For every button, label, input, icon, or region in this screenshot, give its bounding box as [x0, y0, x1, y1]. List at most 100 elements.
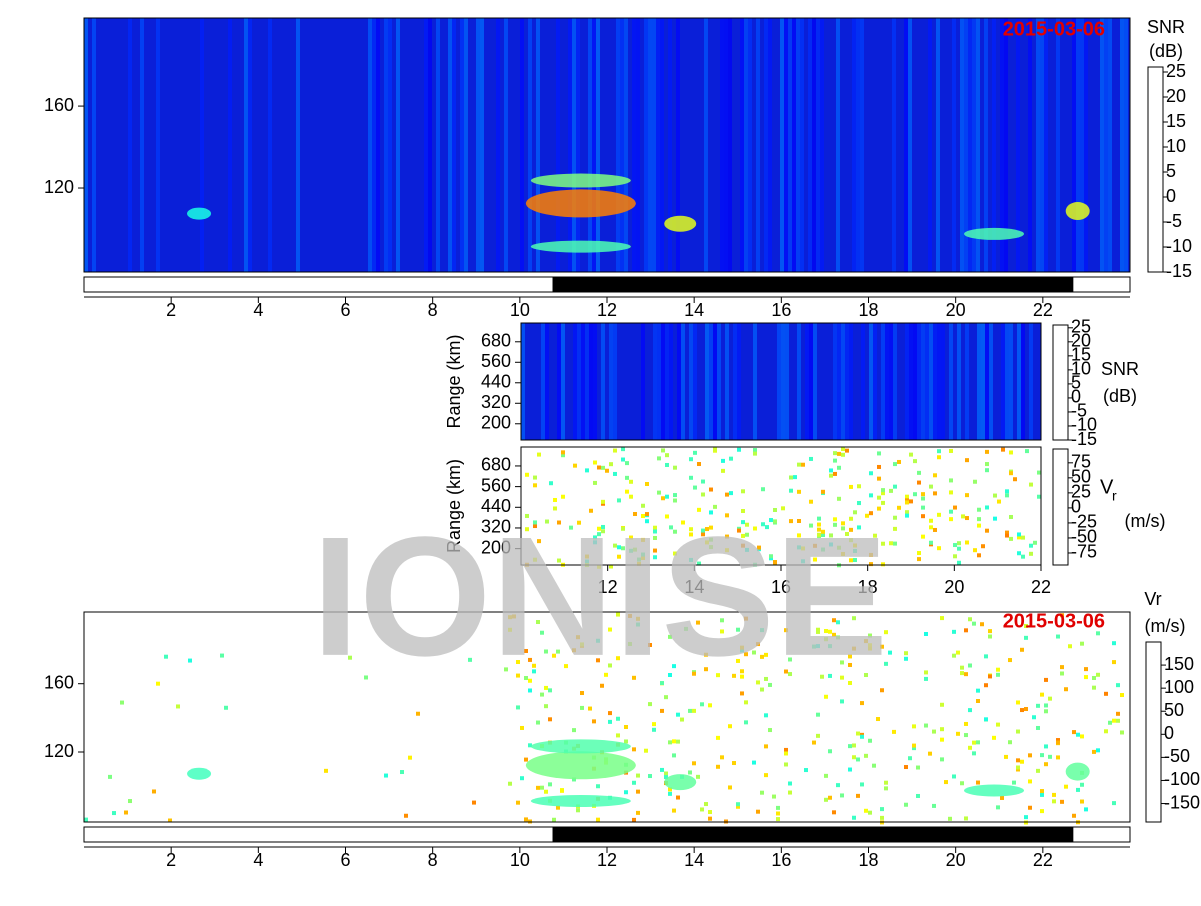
texture: [628, 613, 632, 618]
texture: [1040, 753, 1044, 758]
texture: [608, 711, 612, 716]
texture: [744, 652, 748, 657]
texture: [1104, 18, 1108, 272]
texture: [848, 680, 852, 685]
texture: [821, 529, 825, 534]
colorbar-label: r: [1112, 488, 1117, 504]
texture: [872, 763, 876, 768]
texture: [1024, 635, 1028, 640]
texture: [864, 808, 868, 813]
texture: [1040, 792, 1044, 797]
texture: [984, 18, 988, 272]
texture: [524, 648, 528, 653]
texture: [684, 626, 688, 631]
texture: [187, 767, 212, 780]
texture: [604, 672, 608, 677]
texture: [597, 532, 601, 537]
texture: [641, 503, 645, 508]
colorbar-tick-label: 25: [1071, 482, 1091, 502]
texture: [752, 760, 756, 765]
texture: [968, 617, 972, 622]
texture: [676, 712, 680, 717]
texture: [889, 323, 893, 440]
date-label: 2015-03-06: [1003, 18, 1105, 40]
texture: [644, 18, 648, 272]
texture: [108, 774, 112, 779]
texture: [616, 612, 620, 617]
texture: [764, 676, 768, 681]
texture: [624, 739, 628, 744]
texture: [617, 545, 621, 550]
texture: [1048, 696, 1052, 701]
texture: [701, 532, 705, 537]
texture: [744, 720, 748, 725]
texture: [1056, 755, 1060, 760]
texture: [705, 540, 709, 545]
texture: [977, 553, 981, 558]
texture: [524, 757, 528, 762]
texture: [785, 323, 789, 440]
x-tick-label: 10: [510, 850, 530, 870]
texture: [697, 462, 701, 467]
texture: [764, 744, 768, 749]
texture: [720, 618, 724, 623]
texture: [977, 523, 981, 528]
texture: [972, 621, 976, 626]
texture: [973, 548, 977, 553]
texture: [857, 525, 861, 530]
texture: [688, 770, 692, 775]
texture: [716, 673, 720, 678]
texture: [781, 323, 785, 440]
texture: [545, 323, 549, 440]
texture: [624, 724, 628, 729]
colorbar-label: V: [1100, 476, 1114, 498]
texture: [609, 564, 613, 569]
texture: [860, 18, 864, 272]
texture: [728, 18, 732, 272]
texture: [753, 526, 757, 531]
texture: [608, 663, 612, 668]
texture: [869, 552, 873, 557]
texture: [92, 18, 96, 272]
texture: [905, 500, 909, 505]
texture: [957, 323, 961, 440]
texture: [940, 727, 944, 732]
texture: [641, 552, 645, 557]
texture: [581, 323, 585, 440]
texture: [1009, 471, 1013, 476]
texture: [837, 451, 841, 456]
texture: [621, 526, 625, 531]
texture: [1017, 532, 1021, 537]
texture: [693, 450, 697, 455]
texture: [833, 458, 837, 463]
texture: [764, 652, 768, 657]
texture: [665, 494, 669, 499]
texture: [1116, 711, 1120, 716]
plot-frame: [520, 322, 1042, 441]
texture: [657, 456, 661, 461]
texture: [552, 653, 556, 658]
texture: [533, 524, 537, 529]
texture: [732, 673, 736, 678]
texture: [1076, 787, 1080, 792]
texture: [641, 323, 645, 440]
x-tick-label: 14: [684, 850, 704, 870]
texture: [720, 629, 724, 634]
texture: [120, 700, 124, 705]
texture: [752, 650, 756, 655]
texture: [953, 554, 957, 559]
texture: [964, 628, 968, 633]
x-tick-label: 20: [946, 300, 966, 320]
texture: [176, 704, 180, 709]
texture: [525, 513, 529, 518]
texture: [917, 470, 921, 475]
colorbar-label: (dB): [1103, 386, 1137, 406]
texture: [725, 492, 729, 497]
texture: [1060, 671, 1064, 676]
texture: [848, 654, 852, 659]
x-tick-label: 4: [253, 850, 263, 870]
texture: [664, 771, 668, 776]
texture: [816, 733, 820, 738]
y-tick-label: 120: [44, 741, 74, 761]
texture: [884, 786, 888, 791]
